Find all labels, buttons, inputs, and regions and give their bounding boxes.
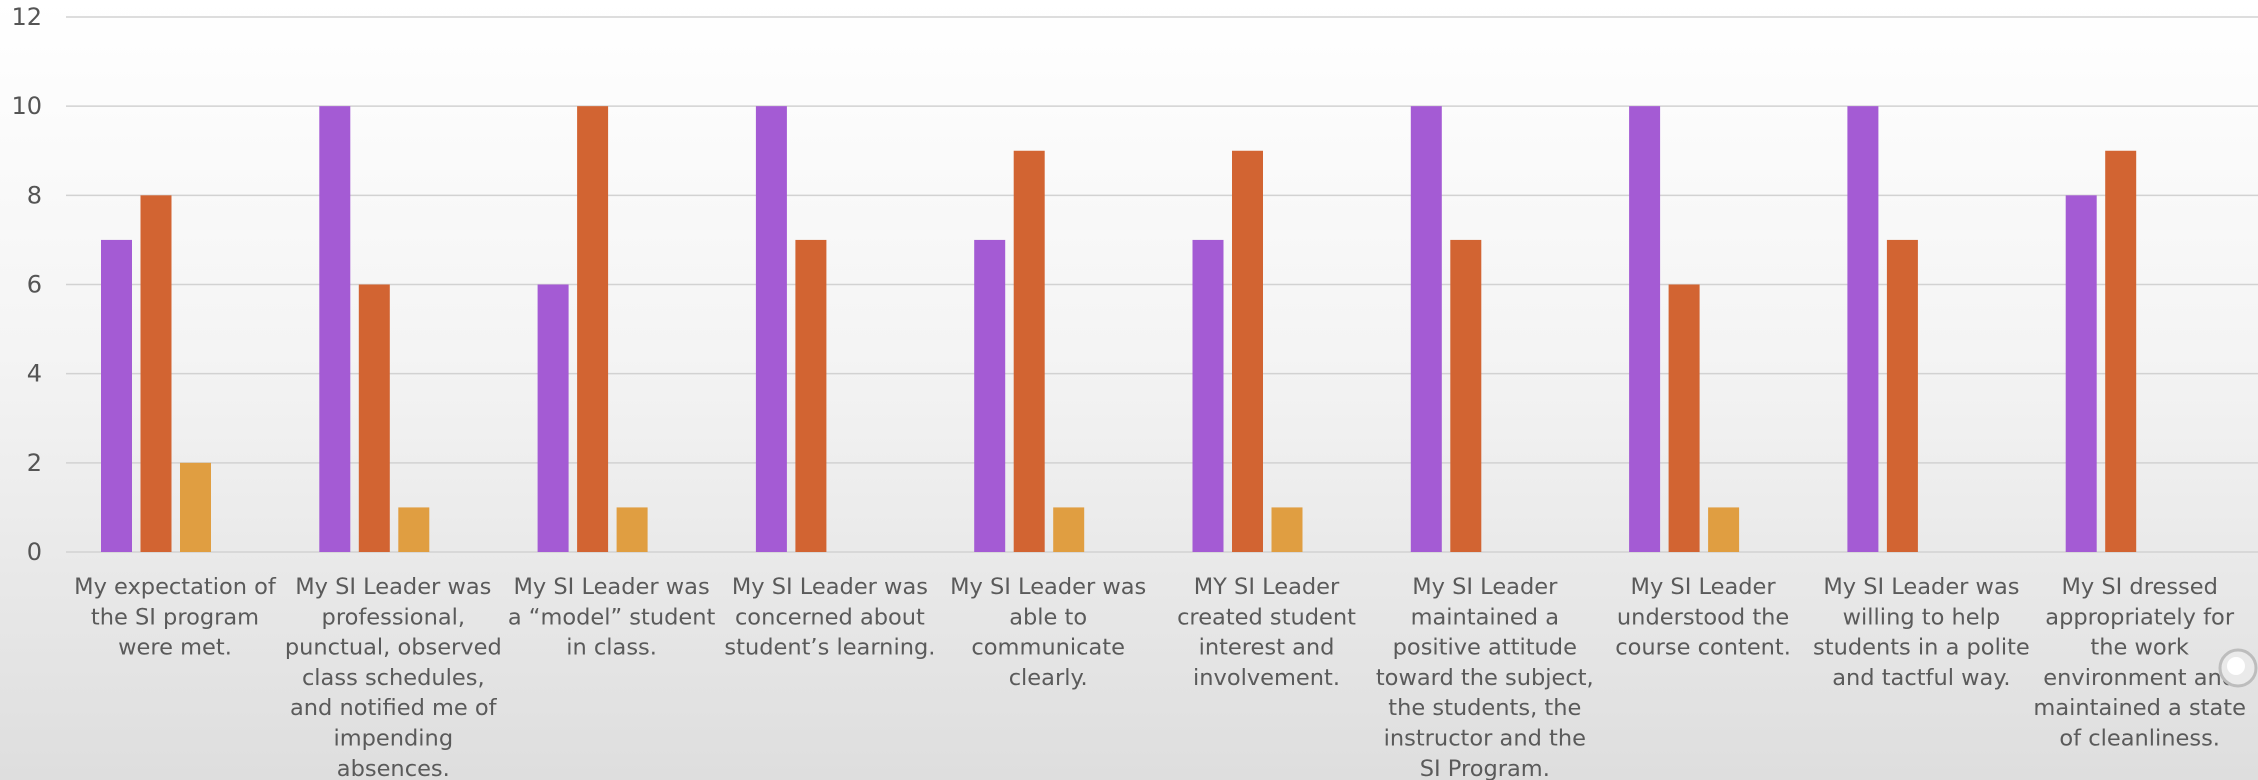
y-tick-label: 12 [11, 3, 42, 31]
x-category-label-line: My SI Leader was [514, 574, 710, 600]
x-category-label-8: My SI Leader understood the course content… [1615, 574, 1791, 661]
x-category-label-6: MY SI Leader created student interest and i… [1177, 574, 1356, 691]
x-category-label-1: My expectation of the SI program were met. [74, 574, 277, 661]
bar-cat5-series1 [974, 239, 1006, 552]
x-category-label-line: understood the [1617, 604, 1789, 630]
bar-cat4-series1 [755, 106, 787, 553]
x-category-label-line: My SI Leader was [732, 574, 928, 600]
bar-cat7-series2 [1450, 239, 1482, 552]
bar-cat8-series3 [1708, 507, 1740, 552]
x-category-label-line: class schedules, [302, 665, 485, 691]
x-category-label-2: My SI Leader was professional, punctual, o… [285, 574, 502, 780]
x-category-label-line: the work [2090, 635, 2189, 661]
bar-cat3-series2 [577, 106, 609, 553]
x-axis-category-labels: My expectation of the SI program were met.… [74, 574, 2246, 780]
bar-cat3-series1 [537, 284, 569, 552]
x-category-label-5: My SI Leader was able to communicate clearl… [950, 574, 1146, 691]
x-category-label-line: instructor and the [1384, 726, 1586, 752]
bar-cat3-series3 [616, 507, 648, 552]
x-category-label-line: communicate [971, 635, 1125, 661]
x-category-label-line: involvement. [1193, 665, 1340, 691]
x-category-label-line: and tactful way. [1832, 665, 2010, 691]
x-category-label-line: My expectation of [74, 574, 277, 600]
bar-cat2-series2 [358, 284, 390, 552]
bar-cat9-series2 [1886, 239, 1918, 552]
x-category-label-line: punctual, observed [285, 635, 502, 661]
x-category-label-line: student’s learning. [724, 635, 935, 661]
x-category-label-line: appropriately for [2045, 604, 2235, 630]
bar-cat8-series2 [1668, 284, 1700, 552]
x-category-label-3: My SI Leader was a “model” student in clas… [508, 574, 716, 661]
x-category-label-line: concerned about [735, 604, 925, 630]
x-category-label-line: students in a polite [1813, 635, 2030, 661]
x-category-label-10: My SI dressed appropriately for the work en… [2033, 574, 2246, 752]
bar-cat6-series1 [1192, 239, 1224, 552]
y-axis-tick-labels: 0 2 4 6 8 10 12 [11, 3, 42, 566]
y-tick-label: 4 [27, 360, 42, 388]
x-category-label-line: environment and [2043, 665, 2236, 691]
x-category-label-line: My SI Leader was [950, 574, 1146, 600]
slide-corner-ornament [2218, 648, 2258, 688]
x-category-label-line: MY SI Leader [1194, 574, 1340, 600]
x-category-label-line: impending [333, 726, 453, 752]
bar-cat1-series1 [101, 239, 132, 552]
bar-cat5-series3 [1053, 507, 1085, 552]
y-tick-label: 6 [27, 271, 42, 299]
bar-cat8-series1 [1629, 106, 1661, 553]
x-category-label-line: My SI Leader was [295, 574, 491, 600]
x-category-label-line: created student [1177, 604, 1356, 630]
x-category-label-line: professional, [322, 604, 465, 630]
x-category-label-4: My SI Leader was concerned about student’s… [724, 574, 935, 661]
x-category-label-line: course content. [1615, 635, 1791, 661]
x-category-label-line: in class. [566, 635, 657, 661]
x-category-label-line: willing to help [1843, 604, 2000, 630]
x-category-label-7: My SI Leader maintained a positive attitud… [1376, 574, 1594, 780]
x-category-label-line: were met. [118, 635, 232, 661]
y-tick-label: 10 [11, 92, 42, 120]
bar-cat5-series2 [1013, 150, 1045, 552]
bar-cat10-series2 [2105, 150, 2137, 552]
x-category-label-line: the SI program [91, 604, 259, 630]
x-category-label-line: My SI Leader [1631, 574, 1777, 600]
x-category-label-line: of cleanliness. [2059, 726, 2220, 752]
x-category-label-line: absences. [337, 756, 450, 780]
x-category-label-line: interest and [1199, 635, 1335, 661]
x-category-label-9: My SI Leader was willing to help students … [1813, 574, 2030, 691]
gridlines [66, 16, 2258, 553]
bar-cat6-series3 [1271, 507, 1303, 552]
bar-cat6-series2 [1232, 150, 1263, 552]
x-category-label-line: able to [1009, 604, 1087, 630]
y-tick-label: 2 [27, 449, 42, 477]
x-category-label-line: the students, the [1388, 695, 1581, 721]
bars [101, 106, 2137, 553]
y-tick-label: 0 [27, 538, 42, 566]
x-category-label-line: and notified me of [290, 695, 498, 721]
x-category-label-line: maintained a [1411, 604, 1559, 630]
x-category-label-line: My SI Leader was [1823, 574, 2019, 600]
x-category-label-line: positive attitude [1393, 635, 1577, 661]
y-tick-label: 8 [27, 181, 42, 209]
x-category-label-line: clearly. [1009, 665, 1088, 691]
bar-cat7-series1 [1410, 106, 1442, 553]
bar-cat9-series1 [1847, 106, 1879, 553]
bar-cat2-series3 [398, 507, 430, 552]
x-category-label-line: toward the subject, [1376, 665, 1594, 691]
bar-cat10-series1 [2065, 195, 2097, 553]
bar-cat1-series3 [180, 462, 211, 552]
x-category-label-line: a “model” student [508, 604, 716, 630]
bar-cat2-series1 [319, 106, 351, 553]
x-category-label-line: My SI Leader [1412, 574, 1558, 600]
bar-cat1-series2 [140, 195, 172, 553]
x-category-label-line: maintained a state [2033, 695, 2246, 721]
x-category-label-line: SI Program. [1420, 756, 1550, 780]
x-category-label-line: My SI dressed [2061, 574, 2217, 600]
bar-cat4-series2 [795, 239, 827, 552]
